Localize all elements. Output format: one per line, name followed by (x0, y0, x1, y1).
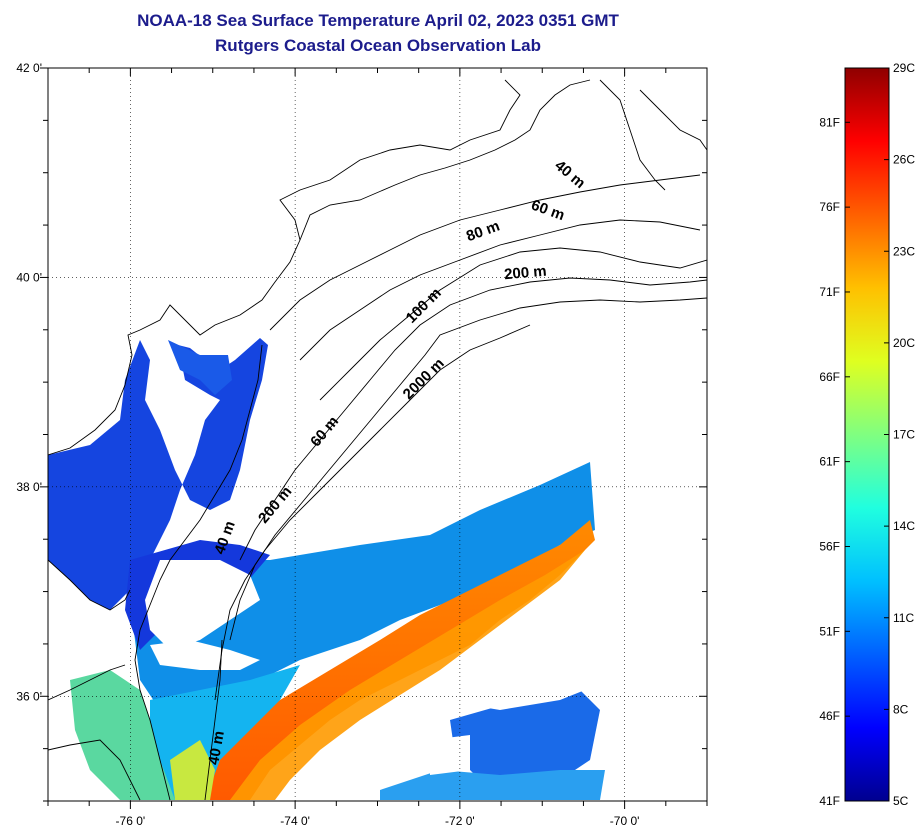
contour-label: 40 m (551, 157, 588, 192)
contour-label: 60 m (307, 413, 342, 450)
colorbar-celsius-label: 11C (893, 611, 914, 625)
contour-label: 80 m (464, 217, 502, 245)
gulf-stream-core-sst (230, 550, 585, 800)
colorbar-celsius-label: 8C (893, 702, 909, 716)
longitude-label: -70 0' (610, 814, 640, 828)
colorbar-celsius-label: 26C (893, 153, 915, 167)
colorbar-fahrenheit-label: 76F (819, 200, 840, 214)
delaware-bay-sst (168, 340, 232, 395)
chesapeake-bay-sst (48, 338, 268, 610)
colorbar-celsius-labels: 29C 26C 23C 20C 17C 14C 11C 8C 5C (893, 61, 915, 808)
latitude-labels: 42 0' 40 0' 38 0' 36 0' (16, 61, 42, 703)
colorbar-fahrenheit-label: 81F (819, 115, 840, 129)
coastline (48, 79, 707, 801)
bathymetry-contours (204, 174, 707, 801)
shelf-water-sst (130, 462, 595, 710)
colorbar-fahrenheit-label: 71F (819, 285, 840, 299)
offshore-eddy-2-sst (380, 770, 605, 800)
colorbar-celsius-label: 23C (893, 244, 915, 258)
longitude-label: -74 0' (280, 814, 310, 828)
colorbar-celsius-label: 29C (893, 61, 915, 75)
map-ticks (40, 67, 708, 809)
contour-label: 60 m (529, 197, 567, 225)
colorbar-fahrenheit-label: 51F (819, 624, 840, 638)
coastal-green-sst (70, 670, 175, 800)
colorbar-fahrenheit-label: 61F (819, 455, 840, 469)
colorbar-celsius-label: 14C (893, 519, 915, 533)
map-title: NOAA-18 Sea Surface Temperature April 02… (137, 11, 619, 30)
cloud-mask (145, 560, 260, 650)
cloud-mask-2 (150, 640, 260, 670)
latitude-label: 40 0' (16, 270, 42, 284)
latitude-label: 38 0' (16, 480, 42, 494)
colorbar-fahrenheit-label: 66F (819, 370, 840, 384)
colorbar-fahrenheit-labels: 81F 76F 71F 66F 61F 56F 51F 46F 41F (819, 115, 840, 808)
coastal-yellow-sst (170, 740, 215, 800)
contour-label: 40 m (205, 730, 228, 767)
contour-label: 200 m (503, 263, 547, 284)
contour-label: 100 m (403, 285, 445, 327)
colorbar-celsius-label: 17C (893, 428, 915, 442)
longitude-labels: -76 0' -74 0' -72 0' -70 0' (116, 814, 640, 828)
colorbar-celsius-label: 5C (893, 794, 909, 808)
colorbar-fahrenheit-label: 56F (819, 539, 840, 553)
colorbar-ticks (845, 67, 889, 802)
cloud-mask-3 (460, 620, 620, 710)
colorbar-fahrenheit-label: 41F (819, 794, 840, 808)
contour-label: 2000 m (400, 355, 448, 403)
colorbar (844, 67, 890, 802)
colorbar-celsius-label: 20C (893, 336, 915, 350)
colorbar-fahrenheit-label: 46F (819, 709, 840, 723)
map-subtitle: Rutgers Coastal Ocean Observation Lab (215, 36, 541, 55)
latitude-label: 36 0' (16, 689, 42, 703)
cloud-mask-4 (430, 735, 470, 775)
offshore-eddy-sst (450, 690, 600, 790)
longitude-label: -76 0' (116, 814, 146, 828)
sst-imagery (48, 338, 620, 800)
longitude-label: -72 0' (445, 814, 475, 828)
latitude-label: 42 0' (16, 61, 42, 75)
